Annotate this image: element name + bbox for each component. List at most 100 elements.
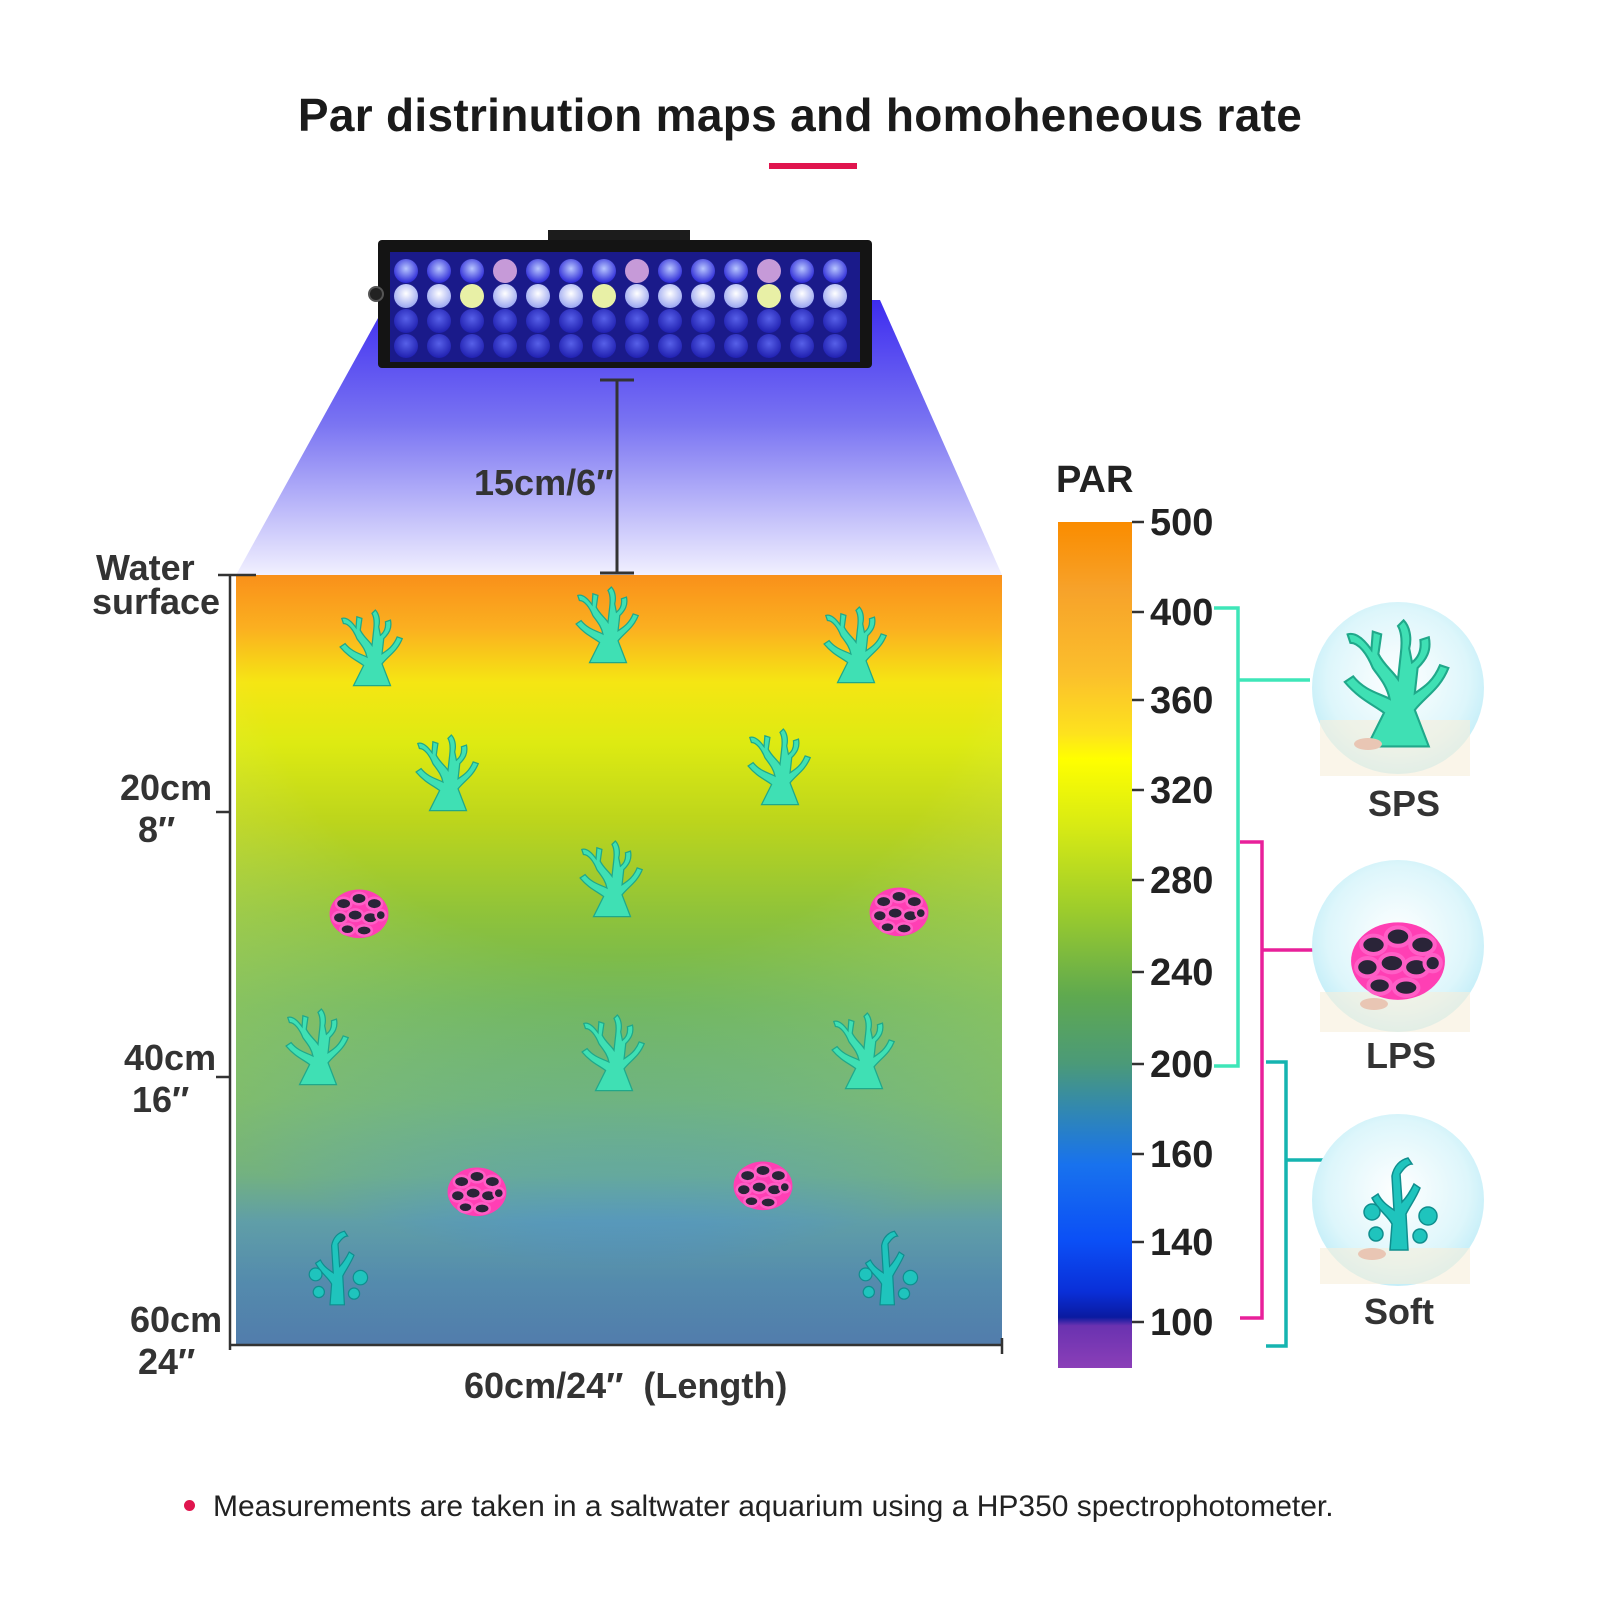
led-icon bbox=[493, 309, 517, 333]
led-icon bbox=[559, 309, 583, 333]
soft-bracket bbox=[1266, 1060, 1324, 1348]
led-icon bbox=[559, 284, 583, 308]
led-icon bbox=[658, 309, 682, 333]
led-icon bbox=[493, 259, 517, 283]
led-icon bbox=[625, 284, 649, 308]
depth-label-40cm: 40cm bbox=[124, 1037, 216, 1078]
lps-coral bbox=[867, 885, 931, 938]
scale-title: PAR bbox=[1056, 459, 1133, 501]
led-icon bbox=[427, 259, 451, 283]
led-icon bbox=[394, 284, 418, 308]
led-icon bbox=[493, 284, 517, 308]
led-icon bbox=[658, 259, 682, 283]
depth-label-8in: 8″ bbox=[138, 809, 175, 850]
led-icon bbox=[526, 334, 550, 358]
led-icon bbox=[790, 334, 814, 358]
depth-label-24in: 24″ bbox=[138, 1341, 195, 1382]
led-icon bbox=[757, 309, 781, 333]
led-icon bbox=[823, 284, 847, 308]
depth-label-20cm: 20cm bbox=[120, 767, 212, 808]
lps-coral bbox=[445, 1165, 509, 1218]
bullet-icon bbox=[184, 1499, 195, 1511]
led-icon bbox=[559, 259, 583, 283]
led-icon bbox=[724, 259, 748, 283]
footnote: Measurements are taken in a saltwater aq… bbox=[184, 1490, 1334, 1524]
led-icon bbox=[757, 259, 781, 283]
scale-ticks: 500 400 360 320 280 240 200 160 140 100 bbox=[1132, 502, 1213, 1344]
length-label: 60cm/24″ (Length) bbox=[464, 1365, 787, 1406]
scale-tick-label: 500 bbox=[1150, 502, 1213, 544]
led-icon bbox=[625, 309, 649, 333]
title-underline bbox=[769, 163, 857, 169]
led-icon bbox=[592, 259, 616, 283]
led-icon bbox=[658, 284, 682, 308]
led-icon bbox=[427, 334, 451, 358]
led-icon bbox=[427, 309, 451, 333]
distance-label: 15cm/6″ bbox=[474, 462, 613, 503]
sps-label: SPS bbox=[1368, 783, 1440, 824]
led-icon bbox=[526, 259, 550, 283]
light-beam bbox=[236, 300, 1002, 575]
led-icon bbox=[526, 284, 550, 308]
depth-label-60cm: 60cm bbox=[130, 1299, 222, 1340]
soft-legend: Soft bbox=[1312, 1114, 1484, 1332]
led-icon bbox=[790, 259, 814, 283]
led-icon bbox=[460, 334, 484, 358]
led-icon bbox=[757, 334, 781, 358]
water-surface-label-1: Water bbox=[96, 547, 195, 588]
scale-tick-label: 280 bbox=[1150, 860, 1213, 902]
sps-bracket bbox=[1214, 606, 1310, 1068]
led-icon bbox=[823, 259, 847, 283]
scale-tick-label: 140 bbox=[1150, 1222, 1213, 1264]
led-icon bbox=[691, 259, 715, 283]
led-icon bbox=[625, 334, 649, 358]
led-icon bbox=[724, 309, 748, 333]
led-icon bbox=[823, 309, 847, 333]
led-icon bbox=[790, 309, 814, 333]
soft-label: Soft bbox=[1364, 1291, 1434, 1332]
lps-bracket bbox=[1240, 840, 1314, 1320]
scale-tick-label: 100 bbox=[1150, 1302, 1213, 1344]
lps-legend: LPS bbox=[1312, 860, 1484, 1076]
led-icon bbox=[625, 259, 649, 283]
scale-tick-label: 400 bbox=[1150, 592, 1213, 634]
water-surface-label-2: surface bbox=[92, 581, 220, 622]
led-icon bbox=[394, 309, 418, 333]
led-icon bbox=[592, 309, 616, 333]
led-icon bbox=[526, 309, 550, 333]
led-icon bbox=[394, 259, 418, 283]
tank-axes bbox=[216, 573, 1004, 1354]
led-icon bbox=[724, 334, 748, 358]
led-icon bbox=[658, 334, 682, 358]
footnote-text: Measurements are taken in a saltwater aq… bbox=[213, 1490, 1334, 1523]
scale-tick-label: 160 bbox=[1150, 1134, 1213, 1176]
led-icon bbox=[724, 284, 748, 308]
scale-tick-label: 240 bbox=[1150, 952, 1213, 994]
led-icon bbox=[790, 284, 814, 308]
led-icon bbox=[460, 309, 484, 333]
lps-coral bbox=[731, 1159, 795, 1212]
led-fixture bbox=[368, 230, 872, 368]
led-icon bbox=[559, 334, 583, 358]
led-icon bbox=[691, 334, 715, 358]
lps-coral bbox=[327, 887, 391, 940]
sps-legend: SPS bbox=[1312, 602, 1484, 824]
led-icon bbox=[427, 284, 451, 308]
led-icon bbox=[592, 334, 616, 358]
scale-tick-label: 200 bbox=[1150, 1044, 1213, 1086]
led-icon bbox=[394, 334, 418, 358]
led-icon bbox=[757, 284, 781, 308]
distance-marker bbox=[600, 378, 634, 575]
page-title: Par distrinution maps and homoheneous ra… bbox=[297, 89, 1303, 141]
led-icon bbox=[592, 284, 616, 308]
scale-tick-label: 320 bbox=[1150, 770, 1213, 812]
led-icon bbox=[460, 259, 484, 283]
depth-label-16in: 16″ bbox=[132, 1079, 189, 1120]
led-icon bbox=[460, 284, 484, 308]
scale-tick-label: 360 bbox=[1150, 680, 1213, 722]
par-color-scale bbox=[1058, 522, 1132, 1368]
led-icon bbox=[691, 309, 715, 333]
led-icon bbox=[691, 284, 715, 308]
led-icon bbox=[823, 334, 847, 358]
